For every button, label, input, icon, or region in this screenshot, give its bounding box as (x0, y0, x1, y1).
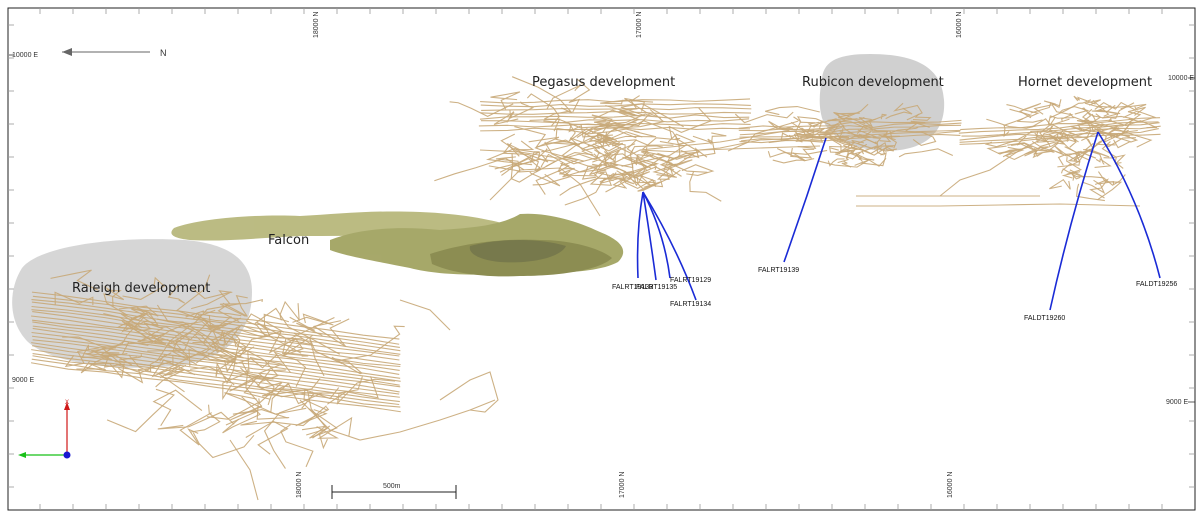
drill-trace-falrt19129 (642, 191, 671, 279)
axis-z-icon (63, 451, 71, 459)
drillhole-label-faldt19256: FALDT19256 (1136, 281, 1177, 288)
drillhole-label-falrt19133: FALRT19133 (612, 284, 653, 291)
falcon-orebody (171, 211, 624, 277)
drill-trace-falrt19133 (636, 191, 644, 279)
drillhole-label-falrt19139: FALRT19139 (758, 267, 799, 274)
grid-label-top-16000: 16000 N (956, 12, 963, 38)
grid-label-bot-17000: 17000 N (619, 472, 626, 498)
label-rubicon-development: Rubicon development (802, 75, 944, 90)
grid-label-right-top: 10000 E (1168, 75, 1194, 82)
scale-bar: 500m (331, 483, 457, 499)
grid-label-right-mid: 9000 E (1166, 399, 1189, 406)
grid-label-top-18000: 18000 N (313, 12, 320, 38)
drillhole-label-faldt19260: FALDT19260 (1024, 315, 1065, 322)
drillhole-label-falrt19134: FALRT19134 (670, 301, 711, 308)
raleigh-envelope (12, 239, 253, 368)
scale-bar-label: 500m (383, 483, 401, 490)
frame-ticks (8, 8, 1195, 510)
label-raleigh-development: Raleigh development (72, 281, 210, 296)
north-arrow-label: N (160, 48, 167, 58)
drillhole-label-falrt19129: FALRT19129 (670, 277, 711, 284)
drill-trace-falrt19135 (642, 191, 657, 281)
label-falcon: Falcon (268, 233, 309, 248)
svg-text:X: X (65, 400, 69, 406)
grid-label-bot-16000: 16000 N (947, 472, 954, 498)
map-frame (7, 7, 1196, 511)
grid-label-top-17000: 17000 N (636, 12, 643, 38)
drill-trace-falrt19139 (783, 137, 827, 263)
label-pegasus-development: Pegasus development (532, 75, 675, 90)
grid-label-left-mid: 9000 E (12, 377, 35, 384)
north-arrow: N (62, 48, 167, 58)
label-hornet-development: Hornet development (1018, 75, 1152, 90)
drill-trace-faldt19256 (1097, 131, 1161, 279)
grid-label-bot-18000: 18000 N (296, 472, 303, 498)
drillhole-traces (636, 131, 1161, 311)
drill-trace-faldt19260 (1049, 131, 1099, 311)
grid-label-left-top: 10000 E (12, 52, 38, 59)
axis-triad: X (18, 400, 71, 459)
underground-workings (30, 76, 1161, 501)
drillhole-label-falrt19135: FALRT19135 (636, 284, 677, 291)
drill-trace-falrt19134 (642, 191, 697, 301)
